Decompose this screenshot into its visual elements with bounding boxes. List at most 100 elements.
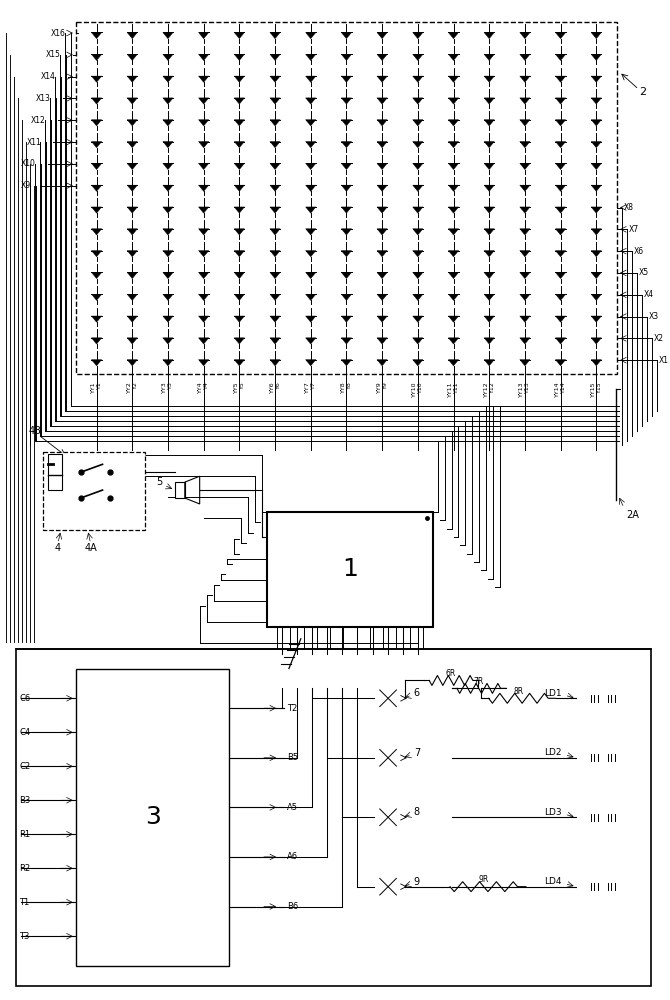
Polygon shape	[198, 207, 209, 213]
Text: X16: X16	[51, 29, 66, 38]
Text: X9: X9	[21, 181, 31, 190]
Text: X13: X13	[36, 94, 51, 103]
Text: X10: X10	[21, 159, 36, 168]
Polygon shape	[270, 207, 280, 213]
Polygon shape	[413, 185, 423, 191]
Text: YY5: YY5	[234, 381, 239, 393]
Polygon shape	[270, 229, 280, 235]
Polygon shape	[127, 185, 137, 191]
Polygon shape	[270, 272, 280, 279]
Polygon shape	[270, 338, 280, 344]
Polygon shape	[127, 54, 137, 60]
Polygon shape	[306, 32, 316, 39]
Bar	[16, 649, 651, 986]
Polygon shape	[591, 316, 602, 322]
Polygon shape	[484, 229, 494, 235]
Polygon shape	[591, 754, 594, 761]
Polygon shape	[555, 316, 565, 322]
Text: X4: X4	[644, 290, 654, 299]
Text: B5: B5	[287, 753, 298, 762]
Polygon shape	[163, 316, 173, 322]
Polygon shape	[594, 695, 598, 702]
Text: T3: T3	[19, 932, 29, 941]
Text: YY4: YY4	[198, 381, 203, 393]
Polygon shape	[520, 98, 530, 104]
Text: YY10: YY10	[412, 381, 417, 397]
Polygon shape	[127, 32, 137, 39]
Text: Y6: Y6	[275, 381, 281, 389]
Text: 8R: 8R	[513, 687, 523, 696]
Polygon shape	[198, 360, 209, 366]
Polygon shape	[163, 251, 173, 257]
Polygon shape	[198, 251, 209, 257]
Text: Y1: Y1	[97, 381, 102, 389]
Polygon shape	[163, 76, 173, 82]
Polygon shape	[413, 207, 423, 213]
Polygon shape	[591, 338, 602, 344]
Polygon shape	[555, 76, 565, 82]
Text: Y11: Y11	[454, 381, 459, 393]
Text: YY14: YY14	[555, 381, 560, 397]
Polygon shape	[611, 695, 614, 702]
Polygon shape	[92, 32, 102, 39]
Polygon shape	[608, 883, 611, 890]
Text: 2A: 2A	[626, 510, 639, 520]
Polygon shape	[306, 185, 316, 191]
Polygon shape	[92, 360, 102, 366]
Polygon shape	[377, 142, 387, 148]
Text: Y5: Y5	[240, 381, 245, 389]
Polygon shape	[234, 294, 245, 300]
Polygon shape	[448, 272, 458, 279]
Polygon shape	[270, 185, 280, 191]
Polygon shape	[448, 229, 458, 235]
Polygon shape	[555, 360, 565, 366]
Text: 3: 3	[145, 805, 161, 829]
Text: A5: A5	[287, 803, 298, 812]
Polygon shape	[234, 360, 245, 366]
Polygon shape	[198, 142, 209, 148]
Polygon shape	[591, 120, 602, 126]
Text: X6: X6	[634, 247, 644, 256]
Polygon shape	[520, 360, 530, 366]
Text: Y12: Y12	[490, 381, 494, 393]
Text: YY3: YY3	[163, 381, 168, 393]
Polygon shape	[163, 120, 173, 126]
Polygon shape	[270, 120, 280, 126]
Text: T1: T1	[19, 898, 29, 907]
Text: 4A: 4A	[84, 543, 97, 553]
Text: 5: 5	[155, 477, 162, 487]
Polygon shape	[484, 316, 494, 322]
Polygon shape	[377, 54, 387, 60]
Polygon shape	[234, 207, 245, 213]
Polygon shape	[341, 272, 352, 279]
Bar	[267, 512, 433, 627]
Text: 6R: 6R	[446, 669, 456, 678]
Polygon shape	[270, 251, 280, 257]
Polygon shape	[92, 54, 102, 60]
Polygon shape	[270, 316, 280, 322]
Polygon shape	[127, 229, 137, 235]
Text: Y3: Y3	[168, 381, 174, 389]
Text: X2: X2	[654, 334, 664, 343]
Polygon shape	[92, 142, 102, 148]
Text: 6: 6	[414, 688, 420, 698]
Text: YY8: YY8	[341, 381, 346, 393]
Text: X14: X14	[41, 72, 56, 81]
Polygon shape	[234, 229, 245, 235]
Polygon shape	[448, 142, 458, 148]
Polygon shape	[127, 316, 137, 322]
Polygon shape	[163, 229, 173, 235]
Bar	[175, 482, 185, 498]
Polygon shape	[591, 185, 602, 191]
Polygon shape	[591, 229, 602, 235]
Polygon shape	[270, 76, 280, 82]
Polygon shape	[591, 54, 602, 60]
Polygon shape	[555, 98, 565, 104]
Polygon shape	[92, 207, 102, 213]
Polygon shape	[163, 360, 173, 366]
Text: X5: X5	[639, 268, 649, 277]
Text: 8: 8	[414, 807, 420, 817]
Polygon shape	[92, 251, 102, 257]
Polygon shape	[555, 338, 565, 344]
Polygon shape	[306, 229, 316, 235]
